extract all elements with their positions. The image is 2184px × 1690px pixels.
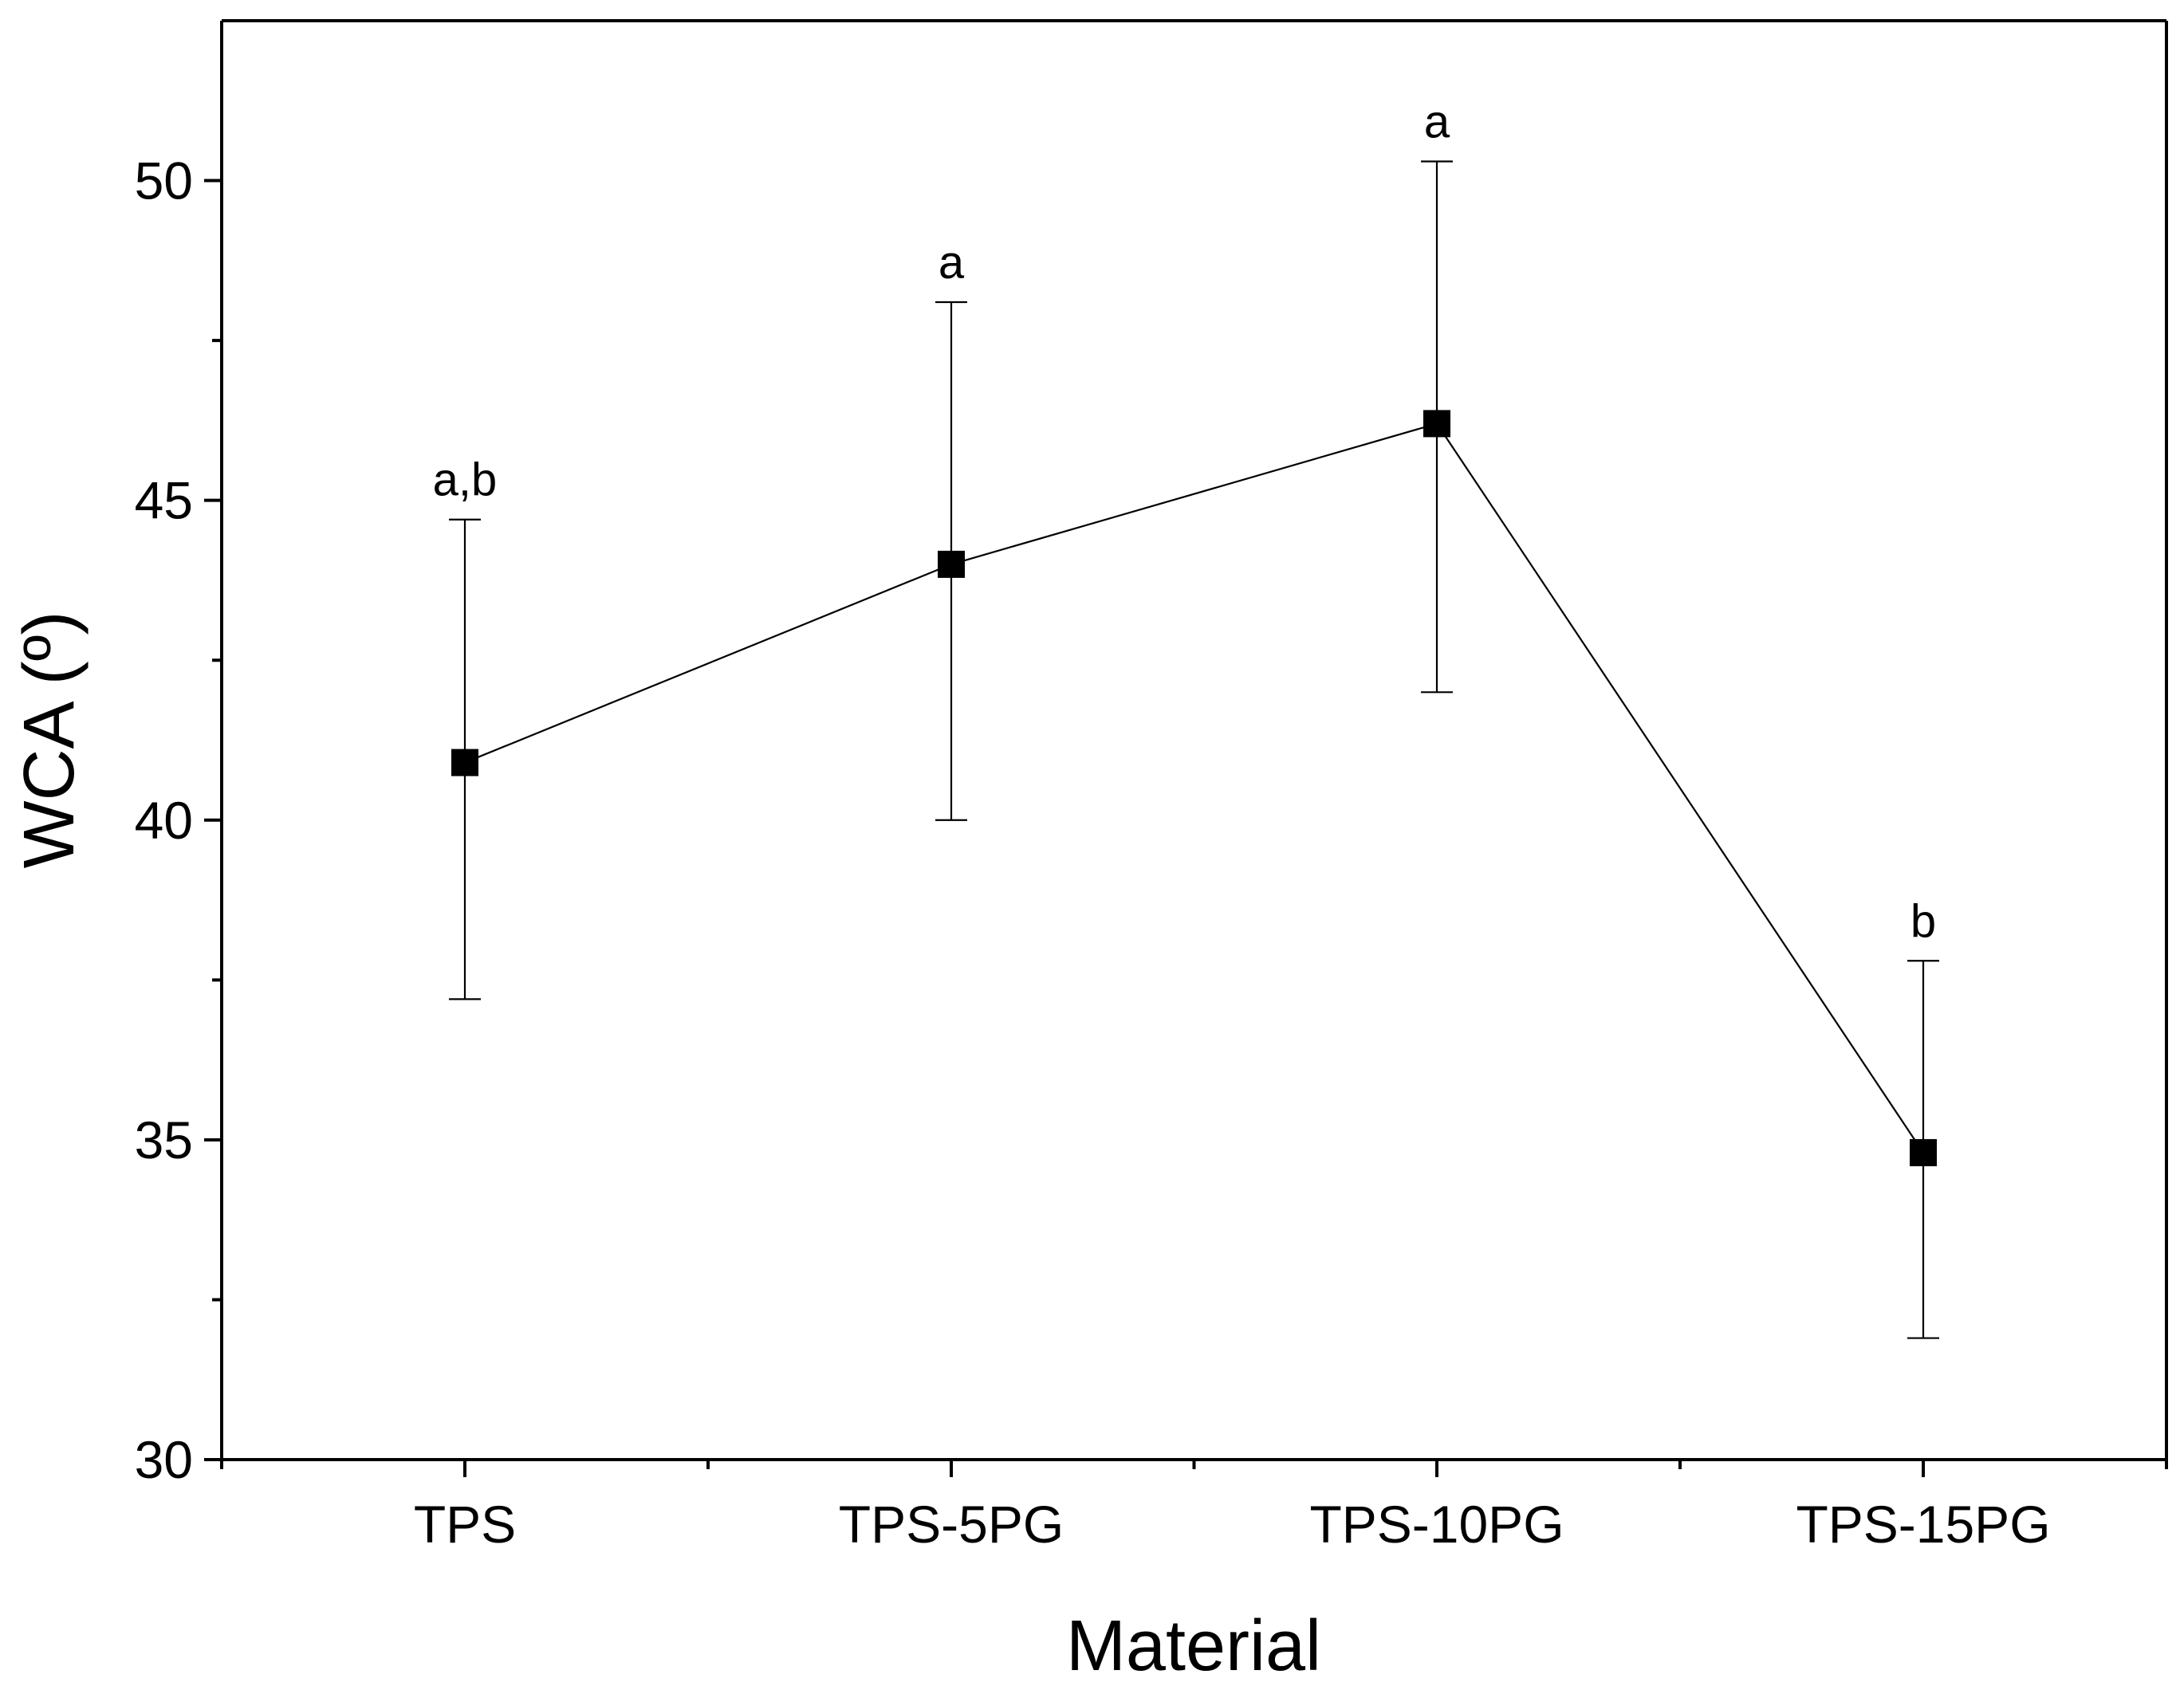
y-tick-label: 30 [135,1430,193,1489]
y-tick-label: 35 [135,1110,193,1169]
series-layer: a,b a a b [433,96,1939,1339]
significance-label: a [939,237,965,289]
x-axis-title: Material [1066,1606,1321,1686]
data-point [938,550,965,578]
x-ticks: TPS TPS-5PG TPS-10PG TPS-15PG [220,1460,2168,1554]
significance-label: a [1424,96,1450,147]
y-tick-label: 40 [135,791,193,850]
x-tick-label: TPS-10PG [1309,1495,1564,1554]
data-point [1423,410,1450,438]
series-line [464,422,1924,1154]
y-ticks: 30 35 40 45 50 [135,151,222,1489]
y-tick-label: 50 [135,151,193,210]
x-tick-label: TPS-15PG [1796,1495,2050,1554]
data-point [451,749,478,776]
x-tick-label: TPS [414,1495,516,1554]
data-point [1910,1138,1937,1166]
y-tick-label: 45 [135,471,193,530]
significance-label: a,b [433,454,498,506]
x-tick-label: TPS-5PG [839,1495,1064,1554]
y-axis-title: WCA (º) [10,611,89,869]
significance-label: b [1911,895,1936,947]
